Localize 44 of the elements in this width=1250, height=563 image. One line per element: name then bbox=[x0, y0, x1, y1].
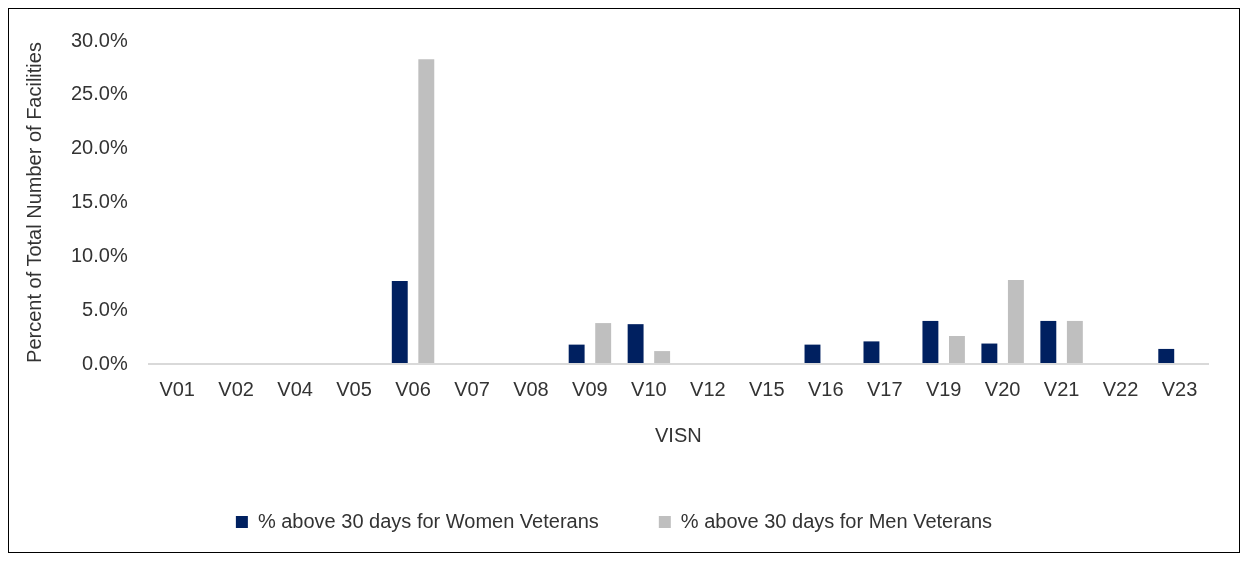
legend-label: % above 30 days for Men Veterans bbox=[680, 509, 993, 532]
y-tick-label: 10.0% bbox=[70, 243, 128, 266]
x-tick-label: V06 bbox=[395, 377, 431, 400]
bar bbox=[391, 281, 408, 363]
x-tick-label: V20 bbox=[984, 377, 1021, 400]
bar bbox=[595, 323, 612, 363]
legend-label: % above 30 days for Women Veterans bbox=[257, 509, 599, 532]
x-tick-label: V05 bbox=[336, 377, 372, 400]
x-tick-label: V07 bbox=[454, 377, 490, 400]
bar bbox=[981, 343, 998, 363]
bar bbox=[948, 336, 965, 363]
bar bbox=[1066, 320, 1083, 363]
x-tick-label: V04 bbox=[277, 377, 313, 400]
y-tick-label: 15.0% bbox=[70, 190, 128, 213]
bar bbox=[1007, 280, 1024, 363]
x-tick-label: V23 bbox=[1161, 377, 1198, 400]
x-tick-label: V15 bbox=[749, 377, 785, 400]
bar bbox=[863, 341, 880, 363]
x-tick-label: V10 bbox=[631, 377, 667, 400]
bar bbox=[418, 59, 435, 363]
bar bbox=[1040, 320, 1057, 363]
x-tick-label: V08 bbox=[513, 377, 549, 400]
y-tick-label: 25.0% bbox=[70, 82, 128, 105]
bar bbox=[922, 320, 939, 363]
y-tick-label: 20.0% bbox=[70, 136, 128, 159]
bar bbox=[627, 324, 644, 363]
x-tick-label: V21 bbox=[1043, 377, 1080, 400]
y-tick-label: 0.0% bbox=[82, 351, 128, 374]
x-tick-label: V12 bbox=[690, 377, 726, 400]
x-tick-label: V19 bbox=[925, 377, 962, 400]
x-tick-label: V16 bbox=[807, 377, 844, 400]
x-tick-label: V01 bbox=[159, 377, 195, 400]
y-axis-title: Percent of Total Number of Facilities bbox=[22, 42, 45, 363]
x-tick-label: V22 bbox=[1102, 377, 1139, 400]
y-tick-label: 5.0% bbox=[82, 297, 128, 320]
bar bbox=[1158, 348, 1175, 363]
bar bbox=[568, 344, 585, 363]
x-tick-label: V09 bbox=[572, 377, 608, 400]
bar bbox=[804, 344, 821, 363]
bar bbox=[654, 351, 671, 363]
x-tick-label: V17 bbox=[866, 377, 903, 400]
x-axis-title: VISN bbox=[655, 423, 702, 446]
x-tick-label: V02 bbox=[218, 377, 254, 400]
y-tick-label: 30.0% bbox=[70, 28, 128, 51]
